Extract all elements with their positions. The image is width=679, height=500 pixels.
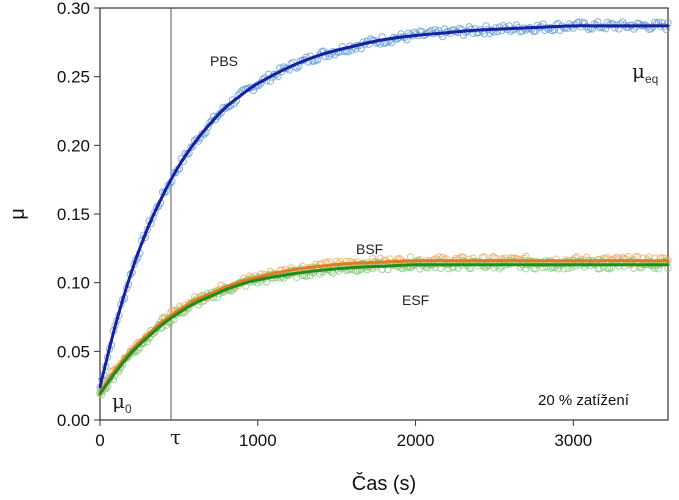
y-tick-label: 0.10 xyxy=(57,274,90,293)
marker-point xyxy=(215,110,224,118)
line-bsf xyxy=(98,259,670,394)
plot-frame xyxy=(99,7,669,421)
label-mu0: μ0 xyxy=(112,389,132,416)
mu0-symbol: μ xyxy=(112,389,125,413)
marker-point xyxy=(406,253,415,261)
label-pbs: PBS xyxy=(210,53,238,69)
axis-ticks: 0.00 0.05 0.10 0.15 0.20 0.25 0.30 0 1000 2000 300… xyxy=(57,0,592,450)
mu0-subscript: 0 xyxy=(125,402,132,416)
data-markers xyxy=(96,18,672,399)
marker-point xyxy=(217,109,225,117)
y-tick-label: 0.25 xyxy=(57,68,90,87)
marker-point xyxy=(96,388,104,397)
marker-point xyxy=(187,143,195,152)
x-tick-label: 2000 xyxy=(397,431,435,450)
markers-bsf xyxy=(96,252,672,398)
load-note: 20 % zatížení xyxy=(538,392,630,409)
x-tick-label: 3000 xyxy=(554,431,592,450)
marker-point xyxy=(497,26,506,35)
marker-point xyxy=(213,112,222,121)
x-axis-title: Čas (s) xyxy=(352,472,416,495)
marker-point xyxy=(221,104,229,113)
tau-label: τ xyxy=(170,425,181,449)
fit-lines xyxy=(98,24,670,396)
markers-esf xyxy=(96,257,672,399)
y-tick-label: 0.30 xyxy=(57,0,90,18)
x-tick-label: 1000 xyxy=(239,431,277,450)
y-tick-label: 0.20 xyxy=(57,136,90,155)
y-axis-title: μ xyxy=(7,208,29,220)
label-esf: ESF xyxy=(402,292,429,308)
markers-pbs xyxy=(96,18,672,391)
line-esf xyxy=(98,263,670,396)
mueq-symbol: μ xyxy=(632,59,645,83)
label-bsf: BSF xyxy=(356,241,383,257)
mueq-subscript: eq xyxy=(645,72,658,86)
y-tick-label: 0.15 xyxy=(57,205,90,224)
x-tick-label: 0 xyxy=(95,431,104,450)
line-pbs xyxy=(98,24,670,389)
y-tick-label: 0.00 xyxy=(57,411,90,430)
label-mueq: μeq xyxy=(632,59,658,86)
y-tick-label: 0.05 xyxy=(57,342,90,361)
